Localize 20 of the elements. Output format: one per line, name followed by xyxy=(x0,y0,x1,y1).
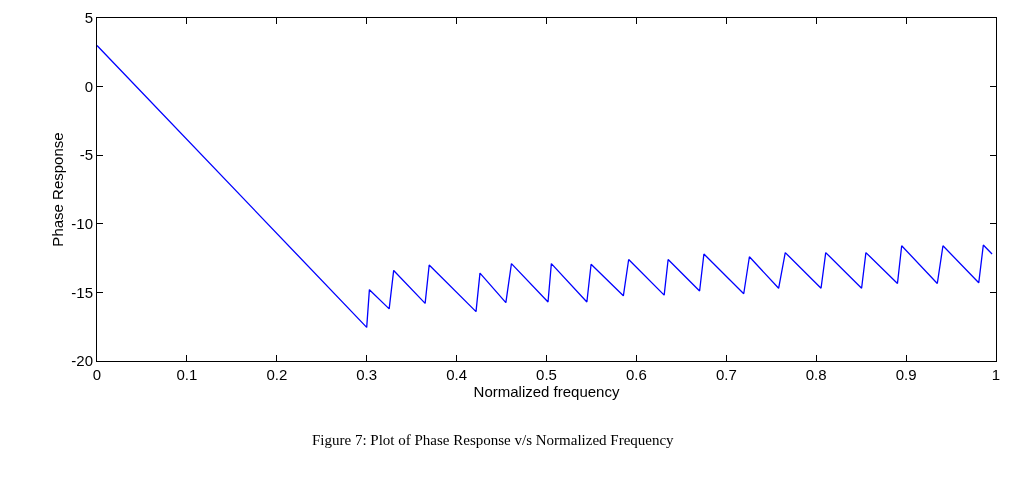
x-tick-label: 0.1 xyxy=(176,366,198,383)
x-tick-label: 0.8 xyxy=(805,366,827,383)
y-tick-label: -5 xyxy=(79,146,93,164)
x-tick-label: 0.2 xyxy=(266,366,288,383)
y-axis-title: Phase Response xyxy=(48,132,66,247)
x-axis-title: Normalized frequency xyxy=(473,383,620,400)
x-tick-label: 0.9 xyxy=(895,366,917,383)
y-tick-label: 5 xyxy=(84,9,93,27)
x-tick-label: 0.7 xyxy=(715,366,737,383)
caption: Figure 7: Plot of Phase Response v/s Normalized Frequency xyxy=(312,432,675,448)
y-tick-label: 0 xyxy=(84,77,93,95)
y-tick-label: -15 xyxy=(71,283,93,301)
y-tick-label: -10 xyxy=(71,215,93,233)
x-tick-label: 0.3 xyxy=(356,366,378,383)
x-tick-label: 0.5 xyxy=(536,366,557,383)
x-tick-label: 0.4 xyxy=(446,366,468,383)
line-series xyxy=(97,44,993,329)
x-tick-label: 1 xyxy=(991,366,1001,383)
x-tick-label: 0.6 xyxy=(625,366,647,383)
y-tick-label: -20 xyxy=(71,352,93,370)
